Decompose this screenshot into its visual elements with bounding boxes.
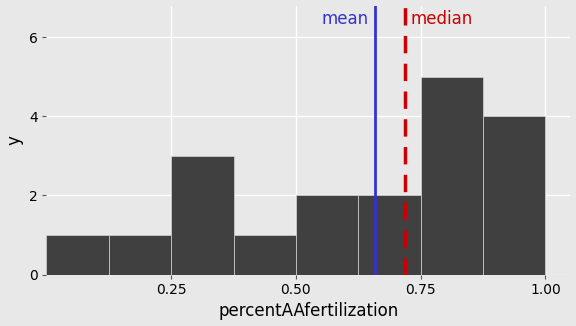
Text: mean: mean [321, 10, 369, 28]
Y-axis label: y: y [6, 135, 24, 145]
Bar [483, 116, 545, 274]
Text: median: median [411, 10, 473, 28]
Bar [109, 235, 171, 274]
Bar [46, 235, 109, 274]
Bar [296, 196, 358, 274]
Bar [233, 235, 296, 274]
Bar [420, 77, 483, 274]
X-axis label: percentAAfertilization: percentAAfertilization [218, 303, 399, 320]
Bar [358, 196, 420, 274]
Bar [171, 156, 233, 274]
